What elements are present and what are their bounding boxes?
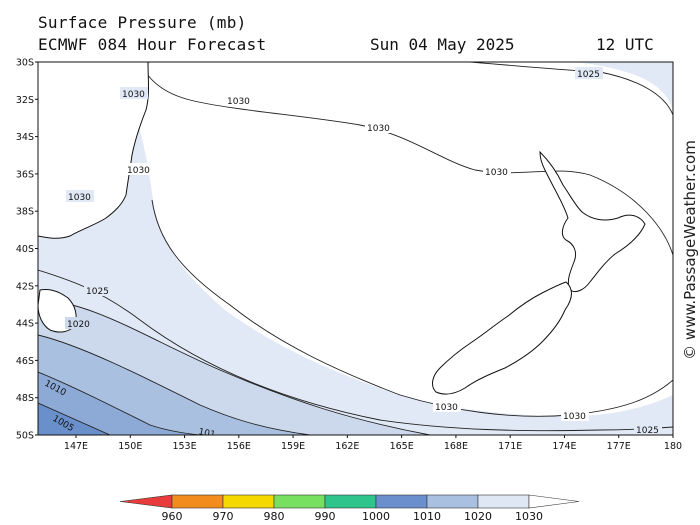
australia-landmass xyxy=(38,62,149,239)
nz-south-island xyxy=(432,281,572,395)
lat-label: 48S xyxy=(16,393,34,404)
lon-label: 174E xyxy=(552,441,576,452)
legend-tick-label: 1000 xyxy=(362,510,390,523)
lat-label: 40S xyxy=(16,244,34,255)
map-area: 1030 1030 1030 1030 1030 1030 1030 1030 … xyxy=(38,62,673,440)
forecast-subtitle: ECMWF 084 Hour Forecast xyxy=(38,35,267,54)
nz-north-island xyxy=(539,150,646,293)
watermark-text: © www.PassageWeather.com xyxy=(681,140,699,360)
lat-label: 46S xyxy=(16,356,34,367)
isobar-label-1025-c: 1025 xyxy=(636,426,659,436)
longitude-axis: 147E 150E 153E 156E 159E 162E 165E 168E 171E 174E… xyxy=(64,435,682,452)
legend-swatch xyxy=(171,494,224,509)
legend-tick-label: 1010 xyxy=(413,510,441,523)
isobar-label-1030-a: 1030 xyxy=(122,90,145,100)
isobar-label-1030-e: 1030 xyxy=(127,166,150,176)
isobar-label-1030-h: 1030 xyxy=(563,412,586,422)
lat-label: 44S xyxy=(16,319,34,330)
isobar-label-1015-partial: 101 xyxy=(197,427,216,440)
lon-label: 180 xyxy=(664,441,682,452)
legend-tick-label: 960 xyxy=(162,510,183,523)
lat-label: 38S xyxy=(16,207,34,218)
isobar-label-1020: 1020 xyxy=(67,320,90,330)
isobar-1005 xyxy=(38,402,111,435)
map-title: Surface Pressure (mb) xyxy=(38,13,247,32)
legend-swatch xyxy=(426,494,479,509)
legend-swatch xyxy=(477,494,530,509)
legend-tick-label: 1020 xyxy=(464,510,492,523)
legend-swatch-below-960 xyxy=(119,494,173,509)
isobar-label-1030-g: 1030 xyxy=(435,403,458,413)
legend-tick-label: 970 xyxy=(213,510,234,523)
isobar-1020 xyxy=(38,299,431,435)
legend-swatch xyxy=(375,494,428,509)
lon-label: 165E xyxy=(390,441,414,452)
legend-swatch-above-1030 xyxy=(528,494,580,509)
lon-label: 159E xyxy=(281,441,305,452)
lat-label: 50S xyxy=(16,431,34,442)
pressure-legend: 960 970 980 990 1000 1010 1020 1030 xyxy=(119,494,580,523)
lat-label: 36S xyxy=(16,169,34,180)
isobar-1030-outer xyxy=(139,62,673,256)
legend-tick-label: 1030 xyxy=(515,510,543,523)
forecast-time: 12 UTC xyxy=(596,35,654,54)
isobar-1010 xyxy=(38,371,201,435)
isobar-1030-south xyxy=(151,199,673,417)
lat-label: 30S xyxy=(16,58,34,69)
lon-label: 147E xyxy=(64,441,88,452)
band-1010-1015 xyxy=(38,372,200,435)
lat-label: 32S xyxy=(16,95,34,106)
legend-swatch xyxy=(222,494,275,509)
isobar-1015 xyxy=(38,334,311,435)
legend-swatch xyxy=(324,494,377,509)
lon-label: 150E xyxy=(118,441,142,452)
isobar-label-1025-a: 1025 xyxy=(577,70,600,80)
isobar-label-1030-b: 1030 xyxy=(227,97,250,107)
lat-label: 42S xyxy=(16,281,34,292)
isobar-label-1030-d: 1030 xyxy=(485,168,508,178)
lon-label: 177E xyxy=(607,441,631,452)
latitude-axis: 30S 32S 34S 36S 38S 40S 42S 44S 46S 48S 50S xyxy=(16,58,38,442)
lon-label: 168E xyxy=(444,441,468,452)
lon-label: 156E xyxy=(227,441,251,452)
isobar-1025-west xyxy=(38,269,673,432)
legend-swatch xyxy=(273,494,326,509)
lon-label: 162E xyxy=(335,441,359,452)
isobar-label-1030-f: 1030 xyxy=(68,193,91,203)
lat-label: 34S xyxy=(16,132,34,143)
isobar-label-1030-c: 1030 xyxy=(367,124,390,134)
isobar-label-1025-b: 1025 xyxy=(86,287,109,297)
lon-label: 153E xyxy=(172,441,196,452)
band-1005-1010 xyxy=(38,403,110,435)
lon-label: 171E xyxy=(498,441,522,452)
legend-tick-label: 980 xyxy=(264,510,285,523)
legend-tick-label: 990 xyxy=(315,510,336,523)
forecast-date: Sun 04 May 2025 xyxy=(370,35,515,54)
